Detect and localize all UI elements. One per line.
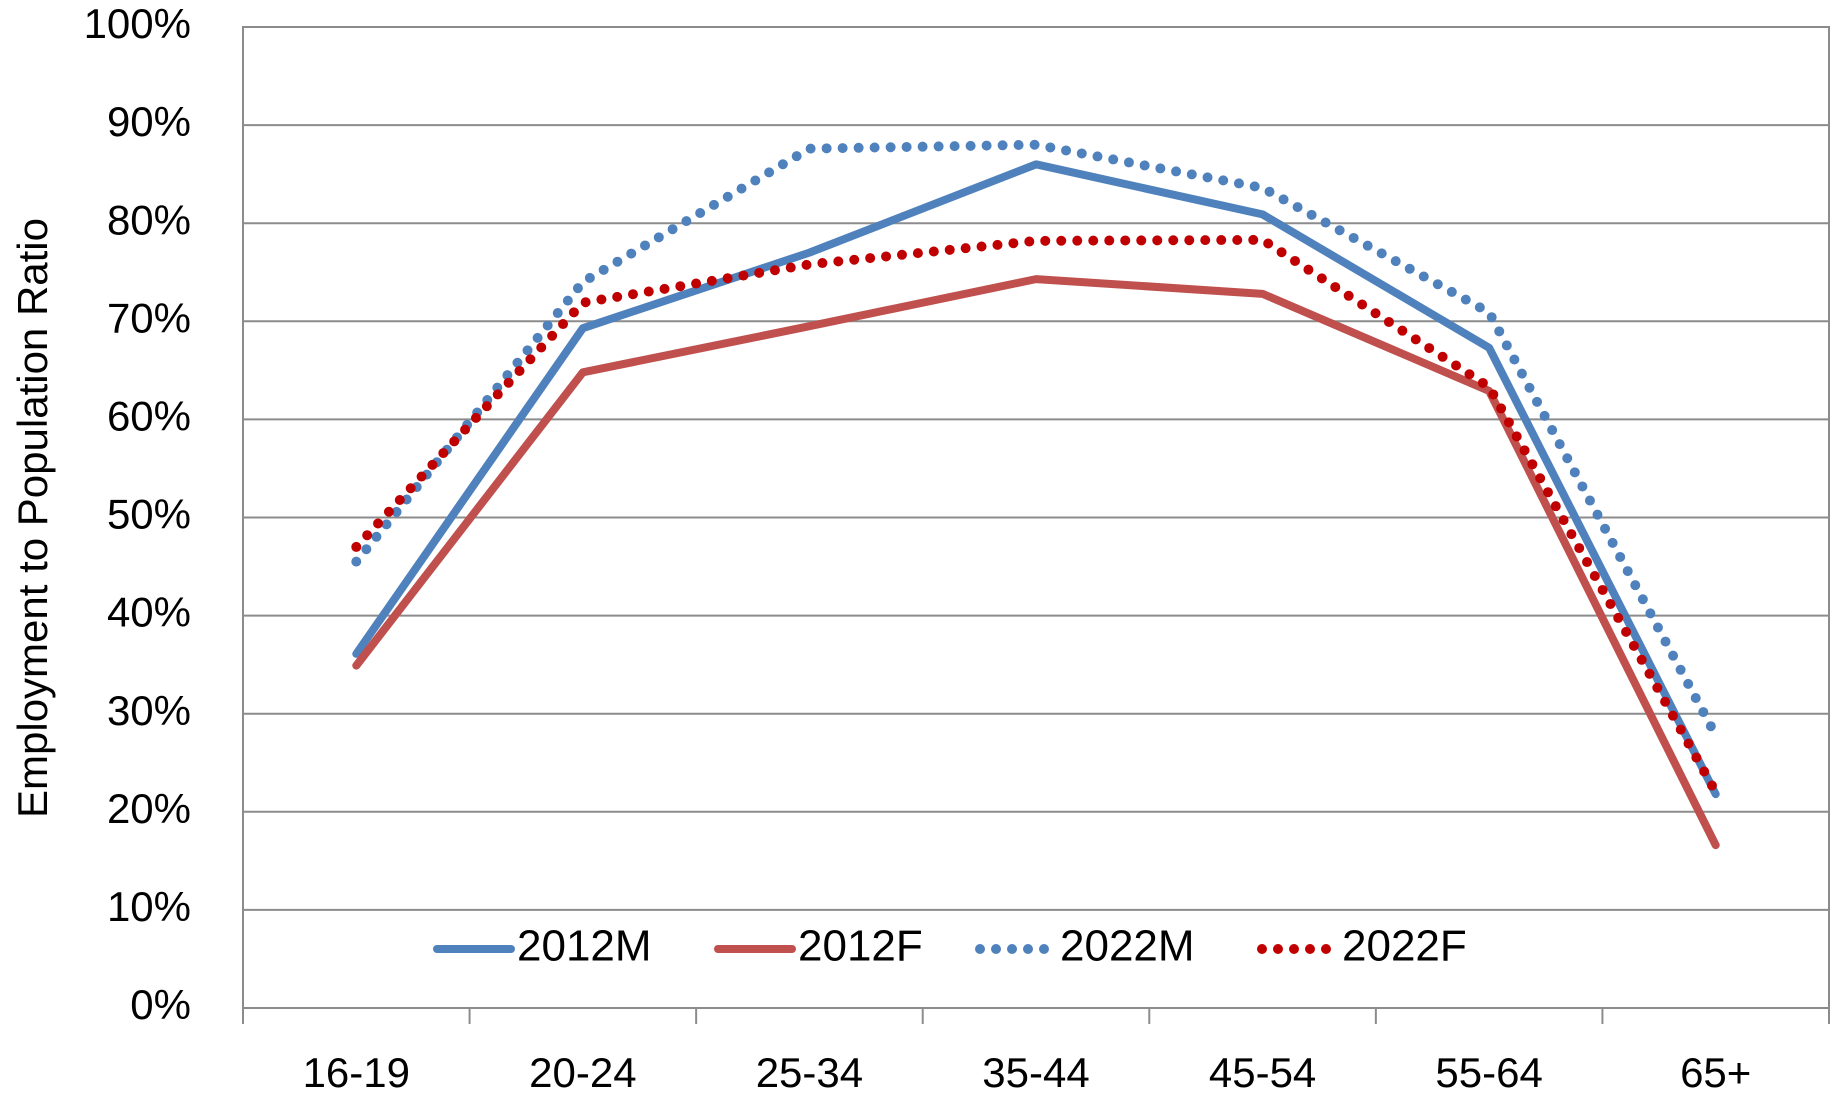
legend-text: 2012M: [517, 922, 652, 971]
y-axis-label: Employment to Population Ratio: [9, 218, 56, 818]
x-tick-label: 45-54: [1209, 1049, 1316, 1096]
y-tick-label: 70%: [107, 294, 191, 341]
series-line: [352, 275, 1720, 850]
x-tick-label: 55-64: [1435, 1049, 1542, 1096]
y-tick-label: 60%: [107, 392, 191, 439]
x-tick-label: 35-44: [982, 1049, 1089, 1096]
x-tick-label: 65+: [1680, 1049, 1751, 1096]
y-tick-label: 0%: [130, 981, 191, 1028]
y-tick-label: 20%: [107, 785, 191, 832]
series-line: [351, 139, 1721, 741]
x-tick-label: 20-24: [529, 1049, 636, 1096]
y-tick-label: 90%: [107, 98, 191, 145]
series-line: [352, 160, 1720, 799]
y-tick-label: 50%: [107, 491, 191, 538]
x-tick-label: 16-19: [303, 1049, 410, 1096]
y-tick-label: 30%: [107, 687, 191, 734]
y-tick-label: 80%: [107, 196, 191, 243]
y-tick-label: 10%: [107, 883, 191, 930]
legend-text: 2022M: [1060, 922, 1195, 971]
legend-text: 2012F: [798, 922, 923, 971]
series-line: [351, 234, 1721, 798]
legend-text: 2022F: [1342, 922, 1467, 971]
y-tick-label: 40%: [107, 589, 191, 636]
y-tick-label: 100%: [84, 0, 191, 47]
x-tick-label: 25-34: [756, 1049, 863, 1096]
plot-border: [242, 26, 1830, 1009]
